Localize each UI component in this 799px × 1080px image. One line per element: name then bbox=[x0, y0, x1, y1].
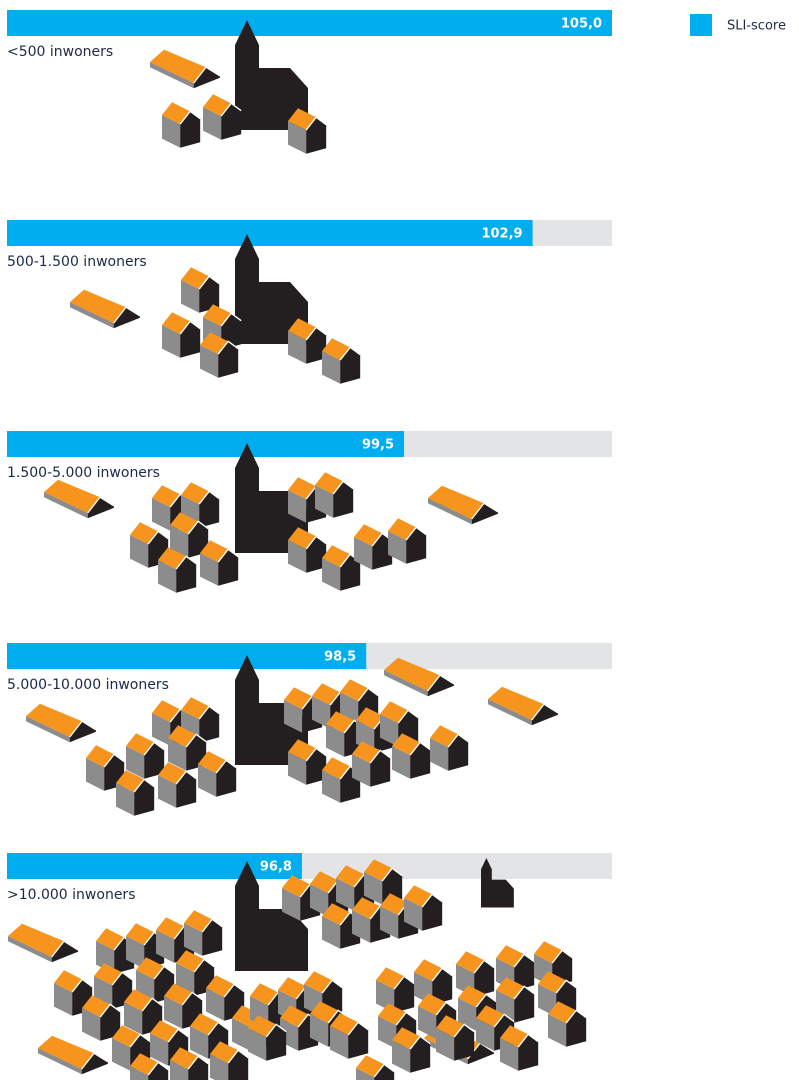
legend-label: SLI-score bbox=[727, 19, 786, 34]
barn-icon bbox=[488, 686, 558, 726]
category-label: 5.000-10.000 inwoners bbox=[7, 677, 169, 693]
category-label: 500-1.500 inwoners bbox=[7, 254, 147, 270]
house-icon bbox=[322, 337, 361, 385]
house-icon bbox=[392, 732, 431, 780]
house-icon bbox=[288, 738, 327, 786]
barn-icon bbox=[26, 703, 96, 743]
bar bbox=[7, 643, 367, 669]
barn-icon bbox=[150, 49, 220, 89]
house-icon bbox=[430, 724, 469, 772]
barn-icon bbox=[70, 289, 140, 329]
house-icon bbox=[200, 539, 239, 587]
house-icon bbox=[388, 517, 427, 565]
house-icon bbox=[288, 317, 327, 365]
category-label: >10.000 inwoners bbox=[7, 887, 135, 903]
value-label: 102,9 bbox=[481, 227, 522, 242]
value-label: 98,5 bbox=[324, 650, 356, 665]
house-icon bbox=[500, 1024, 539, 1072]
house-icon bbox=[198, 750, 237, 798]
house-icon bbox=[210, 1040, 249, 1080]
bar bbox=[7, 10, 612, 36]
bar bbox=[7, 431, 405, 457]
house-icon bbox=[184, 909, 223, 957]
house-icon bbox=[315, 471, 354, 519]
barn-icon bbox=[38, 1035, 108, 1075]
house-icon bbox=[392, 1026, 431, 1074]
house-icon bbox=[162, 101, 201, 149]
house-icon bbox=[376, 966, 415, 1014]
bar bbox=[7, 220, 533, 246]
house-icon bbox=[354, 523, 393, 571]
bar bbox=[7, 853, 302, 879]
category-label: <500 inwoners bbox=[7, 44, 113, 60]
house-icon bbox=[126, 732, 165, 780]
house-icon bbox=[288, 526, 327, 574]
value-label: 96,8 bbox=[260, 860, 292, 875]
house-icon bbox=[548, 1000, 587, 1048]
barn-icon bbox=[8, 923, 78, 963]
barn-icon bbox=[44, 479, 114, 519]
house-icon bbox=[288, 107, 327, 155]
category-label: 1.500-5.000 inwoners bbox=[7, 465, 160, 481]
house-icon bbox=[330, 1012, 369, 1060]
value-label: 99,5 bbox=[362, 438, 394, 453]
house-icon bbox=[356, 1054, 395, 1080]
house-icon bbox=[404, 884, 443, 932]
house-icon bbox=[162, 311, 201, 359]
value-label: 105,0 bbox=[561, 17, 602, 32]
barn-icon bbox=[428, 485, 498, 525]
legend-swatch bbox=[690, 14, 712, 36]
